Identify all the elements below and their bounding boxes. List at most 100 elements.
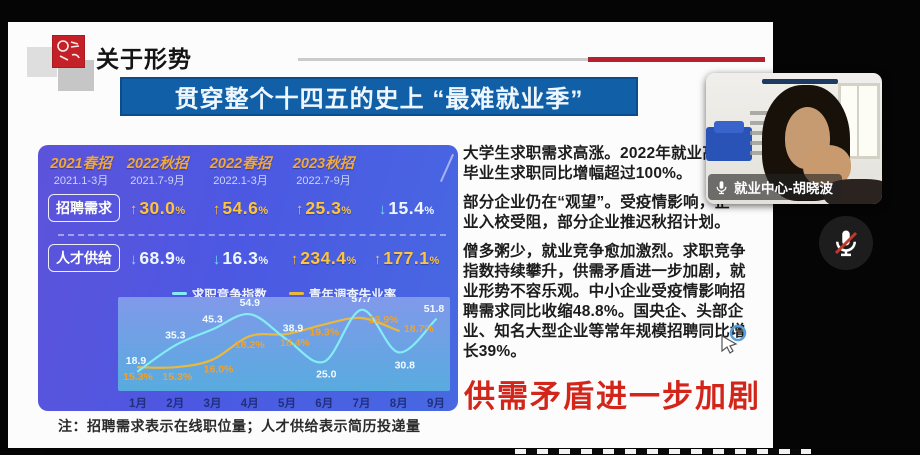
svg-text:5月: 5月 bbox=[278, 397, 296, 410]
participant-name-badge: 就业中心-胡晓波 bbox=[708, 174, 842, 200]
room-beam bbox=[762, 79, 838, 84]
down-arrow-icon: ↓ bbox=[378, 200, 387, 218]
svg-text:51.8: 51.8 bbox=[424, 303, 445, 315]
down-arrow-icon: ↓ bbox=[212, 250, 221, 268]
paragraph-line: 业、知名大型企业等常年规模招聘同比增 bbox=[463, 323, 746, 340]
analysis-paragraph: 部分企业仍在“观望”。受疫情影响，企 业入校受阻，部分企业推迟秋招计划。 bbox=[463, 193, 778, 233]
value-cell: ↑ 234.4% bbox=[282, 248, 365, 269]
table-row-demand: 招聘需求 ↑ 30.0% ↑ 54.6% ↑ 25.3% ↓ 15.4% bbox=[46, 191, 450, 225]
chart-area: 18.9 35.3 45.3 54.9 38.9 25.0 57.7 30.8 51.8 15.3… bbox=[118, 293, 450, 411]
column-season-header: 2022秋招 bbox=[126, 156, 189, 172]
bottom-bar bbox=[45, 448, 920, 455]
value-cell: ↑ 30.0% bbox=[116, 198, 199, 219]
mic-mute-button[interactable] bbox=[819, 216, 873, 270]
svg-text:18.2%: 18.2% bbox=[235, 339, 265, 351]
value-number: 15.4 bbox=[388, 197, 425, 218]
bottom-bar-dashes bbox=[515, 449, 811, 454]
svg-text:38.9: 38.9 bbox=[283, 323, 304, 335]
paragraph-line: 指数持续攀升，供需矛盾进一步加剧，就 bbox=[463, 263, 746, 280]
shared-slide: 关于形势 贯穿整个十四五的史上 “最难就业季” 2021春招 2022秋招 2022… bbox=[8, 22, 773, 448]
slide-title-banner: 贯穿整个十四五的史上 “最难就业季” bbox=[120, 77, 638, 116]
participant-name: 就业中心-胡晓波 bbox=[734, 181, 833, 196]
svg-text:18.4%: 18.4% bbox=[280, 337, 310, 349]
svg-text:30.8: 30.8 bbox=[395, 359, 416, 371]
percent-sign: % bbox=[258, 204, 269, 217]
column-season-header: 2023秋招 bbox=[292, 156, 355, 172]
percent-sign: % bbox=[258, 254, 269, 267]
value-cell: ↓ 68.9% bbox=[116, 248, 199, 269]
table-row-supply: 人才供给 ↓ 68.9% ↓ 16.3% ↑ 234.4% ↑ 177.1% bbox=[46, 241, 450, 275]
paragraph-line: 毕业生求职同比增幅超过100%。 bbox=[463, 165, 692, 182]
svg-text:19.9%: 19.9% bbox=[369, 314, 399, 326]
up-arrow-icon: ↑ bbox=[212, 200, 221, 218]
row-label: 人才供给 bbox=[48, 244, 120, 272]
value-number: 16.3 bbox=[222, 247, 259, 268]
svg-text:35.3: 35.3 bbox=[165, 329, 186, 341]
down-arrow-icon: ↓ bbox=[129, 250, 138, 268]
value-cell: ↓ 15.4% bbox=[365, 198, 448, 219]
page-title: 关于形势 bbox=[96, 46, 192, 72]
value-cell: ↓ 16.3% bbox=[199, 248, 282, 269]
column-period-header: 2021.7-9月 bbox=[130, 175, 185, 187]
column-period-header: 2021.1-3月 bbox=[53, 175, 109, 187]
svg-text:7月: 7月 bbox=[353, 397, 371, 410]
up-arrow-icon: ↑ bbox=[290, 250, 299, 268]
value-cell: ↑ 25.3% bbox=[282, 198, 365, 219]
percent-sign: % bbox=[175, 254, 186, 267]
paragraph-line: 僧多粥少，就业竞争愈加激烈。求职竞争 bbox=[463, 243, 746, 260]
slide-title-text: 贯穿整个十四五的史上 “最难就业季” bbox=[174, 86, 584, 113]
legend-line-marker-icon bbox=[288, 292, 304, 295]
paragraph-line: 长39%。 bbox=[463, 343, 527, 360]
value-number: 68.9 bbox=[139, 247, 176, 268]
svg-text:19.3%: 19.3% bbox=[309, 326, 339, 338]
mic-icon bbox=[716, 180, 727, 194]
column-period-header: 2022.7-9月 bbox=[296, 175, 351, 187]
table-divider bbox=[58, 234, 446, 236]
value-number: 30.0 bbox=[139, 197, 176, 218]
svg-text:4月: 4月 bbox=[241, 397, 259, 410]
row-label: 招聘需求 bbox=[48, 194, 120, 222]
column-season-header: 2021春招 bbox=[50, 156, 112, 172]
analysis-paragraph: 僧多粥少，就业竞争愈加激烈。求职竞争 指数持续攀升，供需矛盾进一步加剧，就 业形势不… bbox=[463, 242, 778, 362]
table-season-row: 2021春招 2022秋招 2022春招 2023秋招 bbox=[46, 152, 450, 173]
webcam-video-tile[interactable]: 就业中心-胡晓波 bbox=[706, 73, 882, 204]
svg-text:15.3%: 15.3% bbox=[162, 371, 192, 383]
percent-sign: % bbox=[429, 254, 440, 267]
svg-text:18.9: 18.9 bbox=[126, 355, 147, 367]
svg-text:8月: 8月 bbox=[390, 397, 408, 410]
value-cell: ↑ 177.1% bbox=[365, 248, 448, 269]
paragraph-line: 部分企业仍在“观望”。受疫情影响，企 bbox=[463, 194, 731, 211]
value-number: 177.1 bbox=[383, 247, 430, 268]
up-arrow-icon: ↑ bbox=[295, 200, 304, 218]
paragraph-line: 聘需求同比收缩48.8%。国央企、头部企 bbox=[463, 303, 744, 320]
value-cell: ↑ 54.6% bbox=[199, 198, 282, 219]
svg-text:45.3: 45.3 bbox=[202, 313, 223, 325]
svg-text:1月: 1月 bbox=[129, 397, 147, 410]
stats-chart-panel: 2021春招 2022秋招 2022春招 2023秋招 2021.1-3月 2021.7… bbox=[38, 145, 458, 411]
university-seal-logo-icon bbox=[52, 35, 85, 68]
header-rule-red bbox=[588, 57, 765, 62]
paragraph-line: 业形势不容乐观。中小企业受疫情影响招 bbox=[463, 283, 746, 300]
svg-text:9月: 9月 bbox=[427, 397, 445, 410]
table-date-row: 2021.1-3月 2021.7-9月 2022.1-3月 2022.7-9月 bbox=[46, 172, 450, 188]
footnote: 注：招聘需求表示在线职位量；人才供给表示简历投递量 bbox=[58, 418, 421, 434]
svg-text:3月: 3月 bbox=[204, 397, 222, 410]
analysis-paragraph: 大学生求职需求高涨。2022年就业高 毕业生求职同比增幅超过100%。 bbox=[463, 144, 778, 184]
percent-sign: % bbox=[346, 254, 357, 267]
mic-muted-icon bbox=[834, 230, 858, 257]
legend-line-marker-icon bbox=[171, 292, 187, 295]
percent-sign: % bbox=[175, 204, 186, 217]
svg-text:15.3%: 15.3% bbox=[123, 371, 153, 383]
svg-text:54.9: 54.9 bbox=[240, 297, 261, 309]
value-number: 25.3 bbox=[305, 197, 342, 218]
svg-text:57.7: 57.7 bbox=[351, 297, 372, 305]
red-headline: 供需矛盾进一步加剧 bbox=[464, 379, 761, 414]
percent-sign: % bbox=[341, 204, 352, 217]
up-arrow-icon: ↑ bbox=[129, 200, 138, 218]
room-blue-sofa-cushion bbox=[714, 121, 744, 133]
value-number: 54.6 bbox=[222, 197, 259, 218]
svg-text:6月: 6月 bbox=[315, 397, 333, 410]
svg-text:25.0: 25.0 bbox=[316, 369, 337, 381]
header-rule-gray bbox=[298, 58, 598, 61]
